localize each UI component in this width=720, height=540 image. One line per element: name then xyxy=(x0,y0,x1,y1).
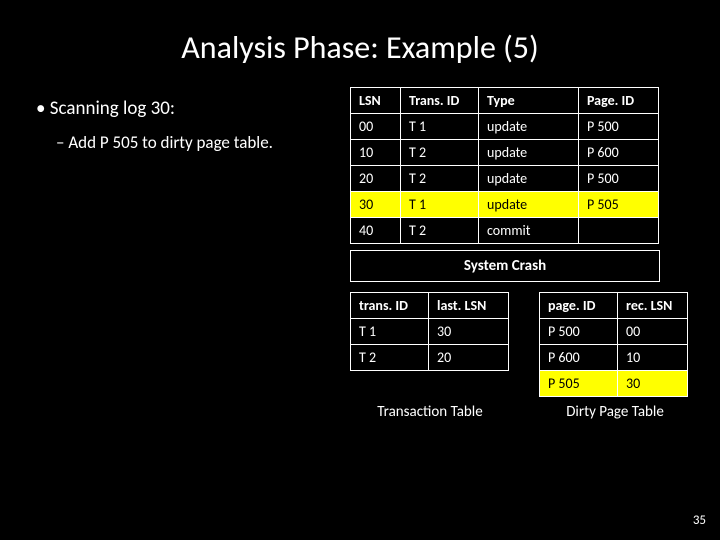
log-cell: commit xyxy=(479,218,579,244)
trans-cell: 30 xyxy=(429,319,509,345)
content-area: Scanning log 30: Add P 505 to dirty page… xyxy=(0,87,720,421)
log-header-pageid: Page. ID xyxy=(579,88,659,114)
log-cell: T 2 xyxy=(401,166,479,192)
trans-header-id: trans. ID xyxy=(351,293,429,319)
log-row: 10T 2updateP 600 xyxy=(351,140,659,166)
dirty-cell: 10 xyxy=(618,345,688,371)
log-header-transid: Trans. ID xyxy=(401,88,479,114)
log-row: 20T 2updateP 500 xyxy=(351,166,659,192)
dirty-header-row: page. ID rec. LSN xyxy=(540,293,688,319)
bullet-sub: Add P 505 to dirty page table. xyxy=(30,132,330,153)
bullet-main: Scanning log 30: xyxy=(30,97,330,120)
log-cell: update xyxy=(479,192,579,218)
log-row: 40T 2commit xyxy=(351,218,659,244)
log-cell xyxy=(579,218,659,244)
log-cell: 10 xyxy=(351,140,401,166)
dirty-cell: 30 xyxy=(618,371,688,397)
log-header-type: Type xyxy=(479,88,579,114)
log-row: 30T 1updateP 505 xyxy=(351,192,659,218)
dirty-row: P 50000 xyxy=(540,319,688,345)
log-table-header-row: LSN Trans. ID Type Page. ID xyxy=(351,88,659,114)
log-cell: P 505 xyxy=(579,192,659,218)
trans-row: T 130 xyxy=(351,319,509,345)
dirty-row: P 60010 xyxy=(540,345,688,371)
dirty-cell: P 505 xyxy=(540,371,618,397)
dirty-header-pageid: page. ID xyxy=(540,293,618,319)
log-cell: update xyxy=(479,166,579,192)
trans-table-caption: Transaction Table xyxy=(350,403,510,421)
log-cell: 00 xyxy=(351,114,401,140)
log-header-lsn: LSN xyxy=(351,88,401,114)
left-column: Scanning log 30: Add P 505 to dirty page… xyxy=(30,87,330,421)
log-table: LSN Trans. ID Type Page. ID 00T 1updateP… xyxy=(350,87,659,244)
log-cell: update xyxy=(479,114,579,140)
log-cell: T 1 xyxy=(401,192,479,218)
trans-header-row: trans. ID last. LSN xyxy=(351,293,509,319)
slide-title: Analysis Phase: Example (5) xyxy=(0,0,720,87)
trans-cell: T 2 xyxy=(351,345,429,371)
right-column: LSN Trans. ID Type Page. ID 00T 1updateP… xyxy=(330,87,690,421)
system-crash-label: System Crash xyxy=(350,250,660,282)
dirty-table-wrapper: page. ID rec. LSN P 50000P 60010P 50530 xyxy=(539,292,688,397)
log-cell: 40 xyxy=(351,218,401,244)
lower-tables: trans. ID last. LSN T 130T 220 page. ID … xyxy=(350,292,690,397)
trans-table-wrapper: trans. ID last. LSN T 130T 220 xyxy=(350,292,509,371)
trans-row: T 220 xyxy=(351,345,509,371)
trans-cell: 20 xyxy=(429,345,509,371)
dirty-table-caption: Dirty Page Table xyxy=(540,403,690,421)
dirty-row: P 50530 xyxy=(540,371,688,397)
log-cell: T 1 xyxy=(401,114,479,140)
dirty-page-table: page. ID rec. LSN P 50000P 60010P 50530 xyxy=(539,292,688,397)
log-cell: T 2 xyxy=(401,218,479,244)
trans-cell: T 1 xyxy=(351,319,429,345)
log-cell: 20 xyxy=(351,166,401,192)
dirty-cell: P 600 xyxy=(540,345,618,371)
log-cell: P 500 xyxy=(579,114,659,140)
log-cell: 30 xyxy=(351,192,401,218)
log-cell: P 600 xyxy=(579,140,659,166)
log-cell: P 500 xyxy=(579,166,659,192)
dirty-cell: P 500 xyxy=(540,319,618,345)
log-cell: update xyxy=(479,140,579,166)
transaction-table: trans. ID last. LSN T 130T 220 xyxy=(350,292,509,371)
page-number: 35 xyxy=(693,513,706,528)
table-captions: Transaction Table Dirty Page Table xyxy=(350,403,690,421)
dirty-cell: 00 xyxy=(618,319,688,345)
dirty-header-reclsn: rec. LSN xyxy=(618,293,688,319)
trans-header-lsn: last. LSN xyxy=(429,293,509,319)
log-cell: T 2 xyxy=(401,140,479,166)
log-row: 00T 1updateP 500 xyxy=(351,114,659,140)
